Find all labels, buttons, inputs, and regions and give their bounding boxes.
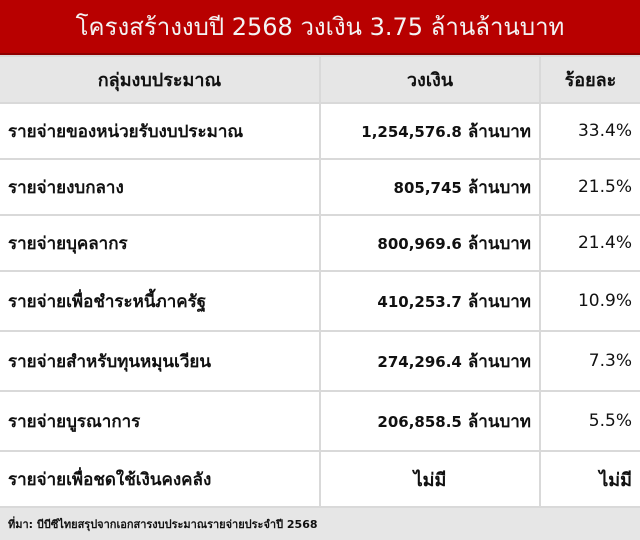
amount-value: 800,969.6 — [377, 234, 462, 253]
amount-cell: ไม่มี — [319, 450, 541, 508]
source-note: ที่มา: บีบีซีไทยสรุปจากเอกสารงบประมาณราย… — [0, 508, 640, 540]
percent-cell: 21.5% — [539, 158, 640, 216]
amount-unit: ล้านบาท — [467, 233, 531, 254]
percent-cell: 33.4% — [539, 102, 640, 160]
group-cell: รายจ่ายบูรณาการ — [0, 390, 321, 452]
table-row: รายจ่ายสำหรับทุนหมุนเวียน 274,296.4 ล้านบ… — [0, 330, 640, 392]
percent-cell: 21.4% — [539, 214, 640, 272]
percent-cell: 10.9% — [539, 270, 640, 332]
table-row: รายจ่ายของหน่วยรับงบประมาณ 1,254,576.8 ล้… — [0, 102, 640, 160]
group-cell: รายจ่ายของหน่วยรับงบประมาณ — [0, 102, 321, 160]
amount-value: 274,296.4 — [377, 352, 462, 371]
group-cell: รายจ่ายเพื่อชดใช้เงินคงคลัง — [0, 450, 321, 508]
amount-cell: 1,254,576.8 ล้านบาท — [319, 102, 541, 160]
table-row: รายจ่ายเพื่อชดใช้เงินคงคลัง ไม่มี ไม่มี — [0, 450, 640, 508]
table-row: รายจ่ายบูรณาการ 206,858.5 ล้านบาท 5.5% — [0, 390, 640, 452]
group-cell: รายจ่ายเพื่อชำระหนี้ภาครัฐ — [0, 270, 321, 332]
amount-cell: 410,253.7 ล้านบาท — [319, 270, 541, 332]
amount-cell: 206,858.5 ล้านบาท — [319, 390, 541, 452]
amount-value: 410,253.7 — [377, 292, 462, 311]
table-row: รายจ่ายเพื่อชำระหนี้ภาครัฐ 410,253.7 ล้าน… — [0, 270, 640, 332]
amount-unit: ล้านบาท — [467, 177, 531, 198]
amount-value: 805,745 — [393, 178, 462, 197]
header-group: กลุ่มงบประมาณ — [0, 55, 321, 104]
table-title: โครงสร้างงบปี 2568 วงเงิน 3.75 ล้านล้านบ… — [0, 0, 640, 55]
amount-cell: 274,296.4 ล้านบาท — [319, 330, 541, 392]
budget-table: กลุ่มงบประมาณ วงเงิน ร้อยละ รายจ่ายของหน… — [0, 55, 640, 508]
group-cell: รายจ่ายงบกลาง — [0, 158, 321, 216]
amount-unit: ล้านบาท — [467, 121, 531, 142]
amount-cell: 800,969.6 ล้านบาท — [319, 214, 541, 272]
amount-cell: 805,745 ล้านบาท — [319, 158, 541, 216]
header-row: กลุ่มงบประมาณ วงเงิน ร้อยละ — [0, 55, 640, 104]
table-row: รายจ่ายงบกลาง 805,745 ล้านบาท 21.5% — [0, 158, 640, 216]
percent-cell: 7.3% — [539, 330, 640, 392]
header-amount: วงเงิน — [320, 55, 541, 104]
group-cell: รายจ่ายบุคลากร — [0, 214, 321, 272]
amount-unit: ล้านบาท — [467, 351, 531, 372]
percent-cell: ไม่มี — [539, 450, 640, 508]
group-cell: รายจ่ายสำหรับทุนหมุนเวียน — [0, 330, 321, 392]
amount-value: 206,858.5 — [377, 412, 462, 431]
amount-unit: ล้านบาท — [467, 291, 531, 312]
amount-unit: ล้านบาท — [467, 411, 531, 432]
table-row: รายจ่ายบุคลากร 800,969.6 ล้านบาท 21.4% — [0, 214, 640, 272]
percent-cell: 5.5% — [539, 390, 640, 452]
header-percent: ร้อยละ — [540, 55, 640, 104]
amount-value: 1,254,576.8 — [361, 122, 462, 141]
